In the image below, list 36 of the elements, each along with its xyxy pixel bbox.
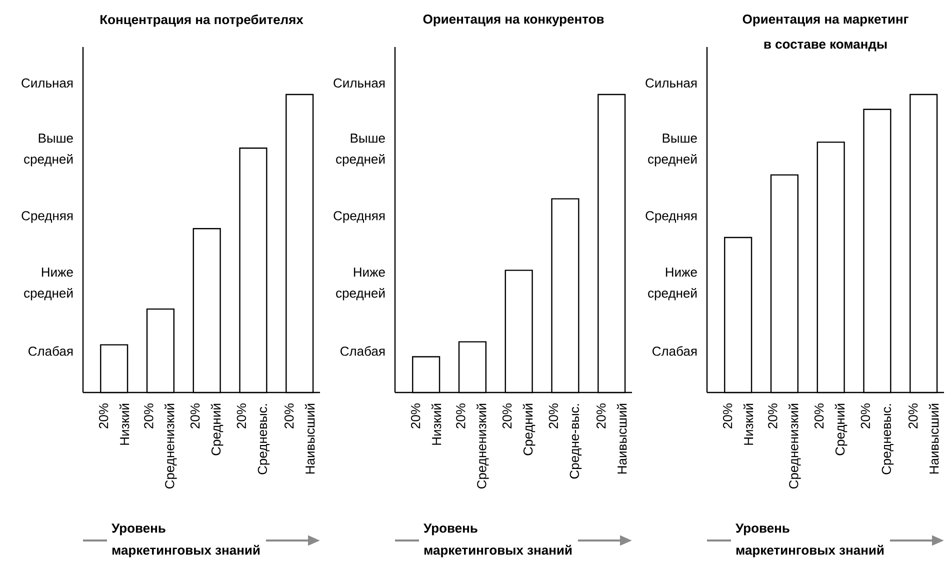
x-tick-label: 20% Средний xyxy=(502,403,536,456)
x-tick-label: 20% Наивысший xyxy=(908,403,939,474)
text: Ниже средней xyxy=(336,268,385,300)
text: Выше средней xyxy=(336,134,385,166)
x-tick-label: 20% Средне-выс. xyxy=(548,403,582,479)
text: Слабая xyxy=(652,346,697,356)
text: Ниже средней xyxy=(24,268,73,300)
x-tick-label: 20% Наивысший xyxy=(596,403,627,474)
x-tick-label: 20% Средний xyxy=(190,403,224,456)
chart-title: Концентрация на потребителях xyxy=(100,14,304,27)
text: Ниже средней xyxy=(648,268,697,300)
x-tick-label: 20% Средневыс. xyxy=(860,403,894,474)
text: Слабая xyxy=(340,346,385,356)
x-tick-label: 20% Средненизкий xyxy=(456,403,489,489)
text: Сильная xyxy=(334,78,385,88)
x-tick-label: 20% Низкий xyxy=(98,403,130,445)
text: Средняя xyxy=(646,211,697,223)
x-tick-label: 20% Наивысший xyxy=(284,403,315,474)
x-tick-label: 20% Средненизкий xyxy=(144,403,177,489)
text: Сильная xyxy=(22,78,73,88)
x-tick-label: 20% Средненизкий xyxy=(768,403,801,489)
text: Средняя xyxy=(334,211,385,223)
x-tick-label: 20% Средневыс. xyxy=(236,403,270,474)
text: Слабая xyxy=(28,346,73,356)
x-tick-label: 20% Низкий xyxy=(722,403,754,445)
x-axis-title: Уровень маркетинговых знаний xyxy=(112,524,260,558)
x-axis-title: Уровень маркетинговых знаний xyxy=(736,524,884,558)
text: Средняя xyxy=(22,211,73,223)
x-tick-label: 20% Средний xyxy=(814,403,848,456)
text: Сильная xyxy=(646,78,697,88)
x-axis-title: Уровень маркетинговых знаний xyxy=(424,524,572,558)
x-tick-label: 20% Низкий xyxy=(410,403,442,445)
text: Выше средней xyxy=(24,134,73,166)
chart-title: Ориентация на конкурентов xyxy=(423,14,604,26)
text: Выше средней xyxy=(648,134,697,166)
chart-title: Ориентация на маркетинг в составе команды xyxy=(742,14,908,52)
